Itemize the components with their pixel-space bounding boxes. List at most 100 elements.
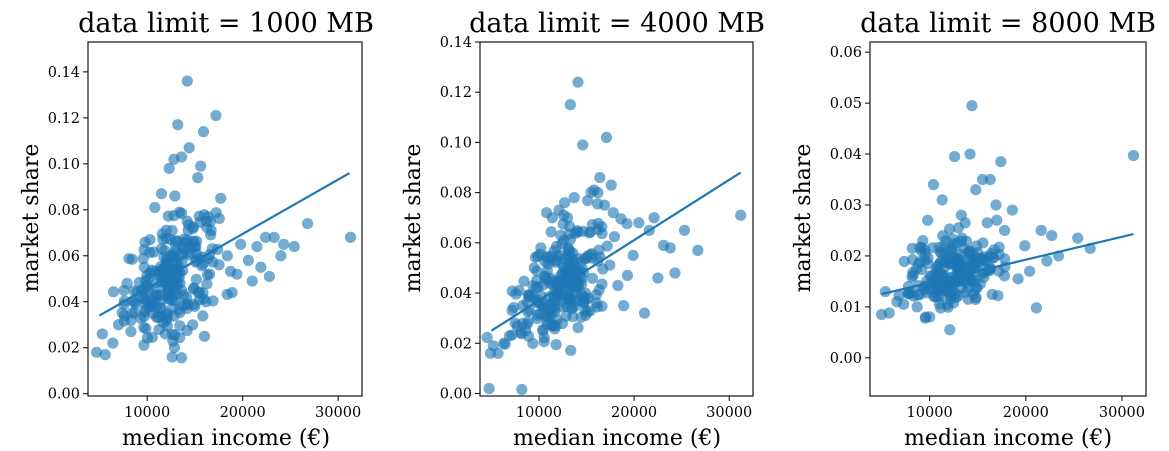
panel-3-point	[984, 173, 996, 186]
panel-1-xtick-label: 20000	[220, 405, 266, 421]
panel-3-point	[995, 156, 1007, 168]
panel-2-cluster-point	[593, 244, 605, 256]
panel-2-point	[559, 197, 571, 209]
panel-2-point	[555, 229, 567, 241]
panel-3-xtick-label: 20000	[1003, 405, 1049, 421]
panel-2-point	[678, 224, 691, 236]
panel-3-cluster-point	[970, 240, 983, 252]
panel-2-point	[550, 320, 562, 332]
panel-3-point	[990, 199, 1002, 211]
panel-1-point	[181, 75, 193, 87]
panel-3-point	[970, 184, 982, 196]
panel-2-cluster-point	[596, 221, 608, 233]
panel-3-point	[949, 151, 961, 163]
panel-2-ticks: 10000 20000 30000 0.00 0.02 0.04 0.06 0.08 0.10 0…	[440, 35, 753, 421]
panel-3-point	[1035, 224, 1047, 237]
panel-1-point	[195, 160, 207, 172]
panel-1-cluster-point	[174, 306, 186, 319]
panel-1-point	[144, 234, 156, 246]
panel-1-cluster-point	[176, 284, 188, 297]
panel-2: data limit = 4000 MB market share median…	[401, 8, 765, 451]
panel-1-cluster-point	[206, 243, 218, 255]
panel-1-ylabel: market share	[19, 144, 44, 293]
panel-3-point	[922, 214, 934, 226]
panel-1-cluster-point	[155, 302, 168, 314]
panel-1-cluster-point	[213, 212, 225, 225]
panel-1-ytick-label: 0.00	[48, 387, 80, 403]
panel-3-ytick-label: 0.04	[830, 147, 862, 163]
panel-1-cluster-point	[207, 295, 219, 307]
panel-3-xtick-label: 10000	[907, 405, 953, 421]
panel-3-point	[966, 100, 978, 112]
panel-1-cluster-point	[165, 251, 177, 263]
panel-1-cluster-point	[146, 331, 158, 343]
panel-1-ytick-label: 0.10	[48, 157, 80, 173]
panel-2-point	[509, 317, 521, 329]
panel-2-point	[599, 199, 611, 211]
panel-1-xtick-label: 10000	[124, 405, 170, 421]
panel-1-point	[251, 240, 263, 253]
panel-2-cluster-point	[562, 259, 574, 271]
panel-2-point	[487, 340, 499, 352]
panel-3-point	[898, 298, 910, 310]
panel-2-point	[669, 267, 681, 279]
panel-2-point	[503, 330, 516, 342]
panel-1-cluster-point	[162, 210, 174, 222]
panel-3-point	[993, 265, 1005, 277]
panel-1-title: data limit = 1000 MB	[78, 8, 374, 39]
panel-1-cluster-point	[197, 310, 209, 322]
panel-3-point	[976, 173, 989, 186]
panel-2-ytick-label: 0.06	[440, 236, 472, 252]
panel-3-cluster-point	[944, 253, 956, 266]
panel-1-point	[169, 190, 181, 202]
panel-3-point	[981, 217, 993, 229]
panel-2-ytick-label: 0.14	[440, 35, 472, 51]
panel-1-point	[278, 238, 290, 250]
panel-2-cluster-point	[608, 231, 621, 243]
panel-1-point	[200, 215, 212, 227]
panel-1-point	[226, 286, 238, 299]
panel-3-ylabel: market share	[791, 144, 816, 293]
panel-1-point	[96, 328, 108, 340]
panel-2-trend-line	[490, 171, 742, 332]
panel-3-ytick-label: 0.03	[830, 198, 862, 214]
panel-1-point	[130, 298, 142, 310]
panel-1-points	[90, 75, 357, 364]
panel-2-cluster-point	[537, 279, 549, 291]
panel-1-ytick-label: 0.12	[48, 111, 80, 127]
panel-1-point	[99, 349, 111, 361]
panel-3-point	[931, 260, 943, 272]
panel-1-cluster-point	[174, 320, 186, 332]
panel-2-cluster-point	[567, 311, 579, 323]
panel-2-point	[583, 227, 595, 239]
panel-1-frame	[87, 41, 363, 397]
panel-1-cluster-point	[187, 222, 199, 235]
panel-3-point	[936, 194, 948, 206]
panel-2-point	[577, 139, 589, 151]
panel-3-ytick-label: 0.01	[830, 300, 862, 316]
panel-2-cluster-point	[518, 275, 530, 287]
panel-2-point	[618, 300, 630, 312]
panel-2-ytick-label: 0.12	[440, 85, 472, 101]
panel-1-point	[268, 231, 280, 243]
panel-1-point	[118, 309, 130, 322]
panel-2-cluster-point	[581, 252, 593, 264]
panel-2-point	[638, 307, 651, 319]
panel-3-point	[1127, 149, 1140, 162]
panel-3-cluster-point	[987, 252, 1000, 264]
panel-1-cluster-point	[213, 259, 225, 271]
panel-1-ytick-label: 0.04	[48, 295, 80, 311]
panel-1-point	[231, 268, 243, 280]
panel-1-cluster-point	[123, 253, 135, 265]
panel-1-ytick-label: 0.08	[48, 203, 80, 219]
panel-2-xtick-label: 30000	[706, 405, 752, 421]
panel-3-ytick-label: 0.02	[830, 249, 862, 265]
panel-3-point	[999, 224, 1011, 237]
panel-3-xtick-label: 30000	[1099, 405, 1145, 421]
panel-1-point	[221, 250, 233, 262]
panel-2-ytick-label: 0.02	[440, 336, 472, 352]
panel-2-cluster-point	[541, 251, 553, 263]
panel-3-ytick-label: 0.05	[830, 96, 862, 112]
panel-2-point	[520, 325, 532, 337]
